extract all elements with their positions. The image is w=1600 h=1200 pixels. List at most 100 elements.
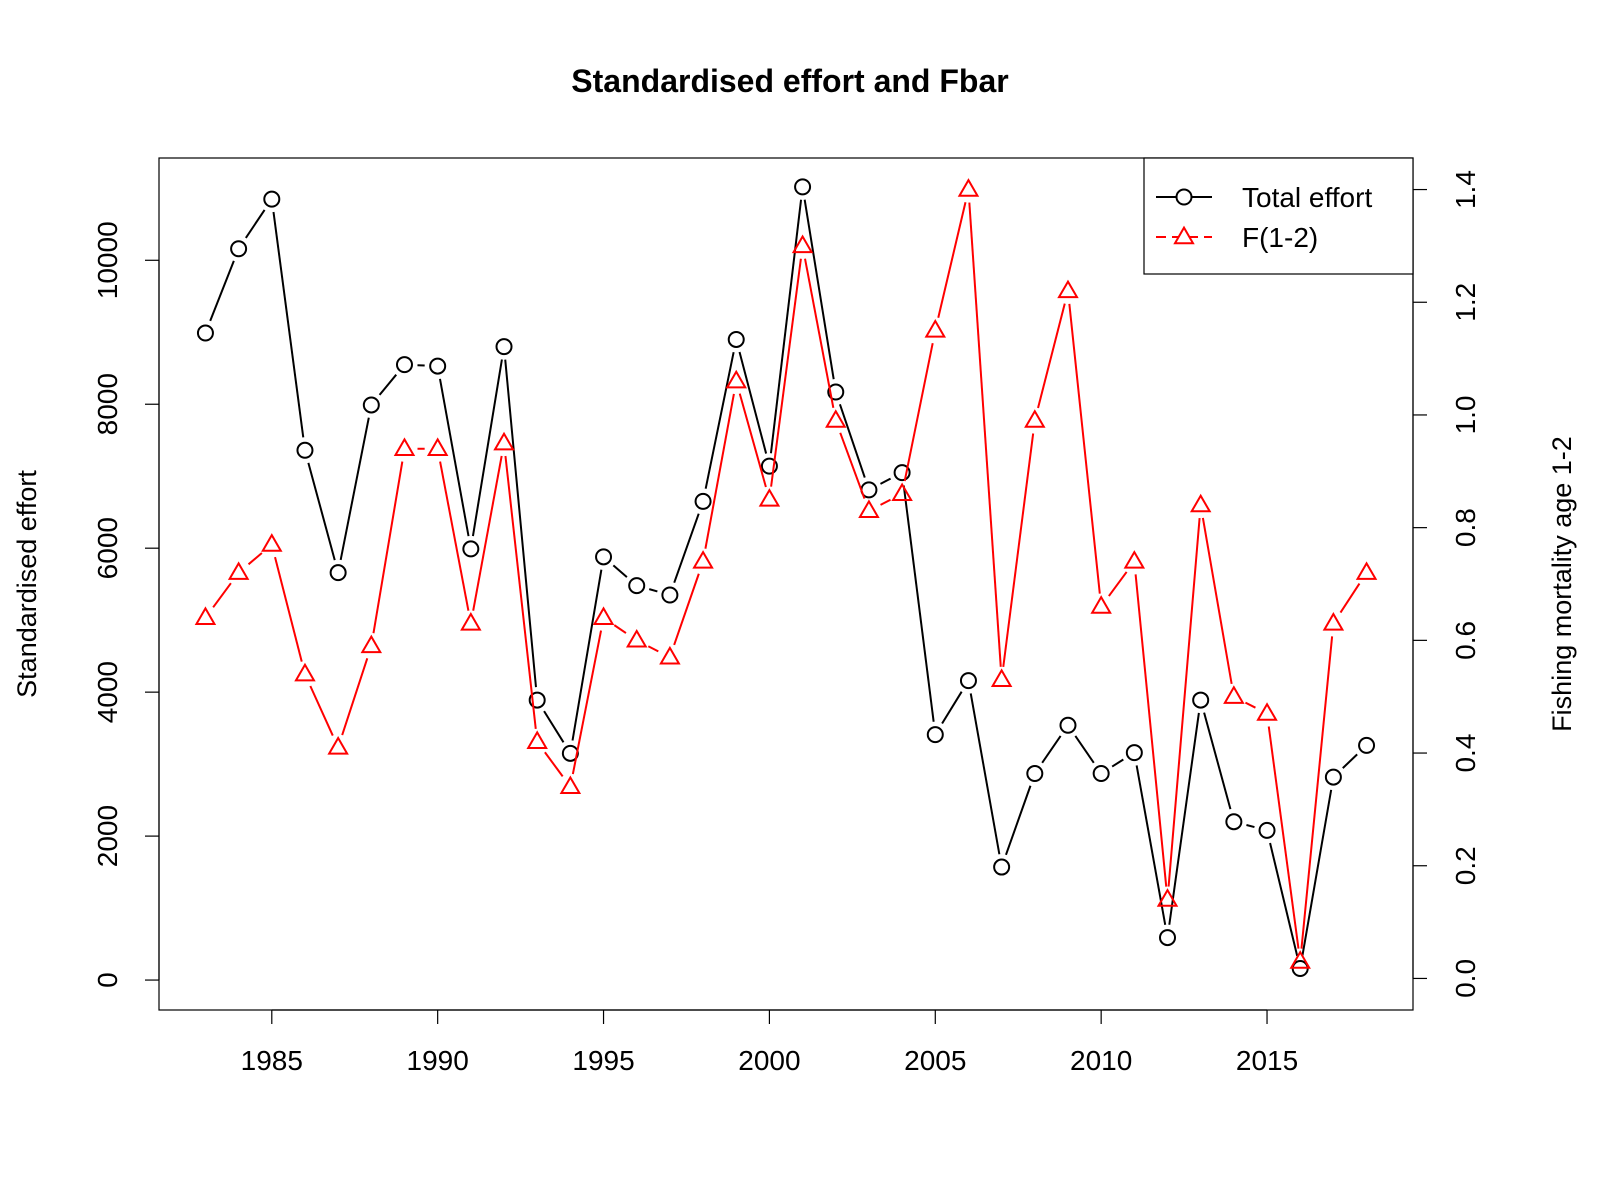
data-point [957,178,980,197]
series-line-segment [245,209,266,239]
data-point [1223,685,1245,704]
data-point [1024,409,1046,428]
series-line-segment [341,658,369,736]
data-point [360,634,383,654]
data-point [362,396,380,414]
data-point [296,441,314,459]
y-axis-left: 0 2000 4000 6000 8000 10000 [92,221,160,988]
series-line-segment [471,359,503,537]
data-point [625,628,648,648]
data-point [196,324,214,342]
data-point [891,482,913,502]
y2-tick-label: 0.2 [1450,846,1481,885]
data-point [993,858,1011,876]
series-total-effort [196,178,1376,978]
series-line-segment [339,417,370,561]
y-axis-right: 0.0 0.2 0.4 0.6 0.8 1.0 1.2 1.4 [1412,170,1481,998]
series-line-segment [571,630,603,775]
data-point [1322,612,1345,631]
data-point [1123,550,1146,569]
series-line-segment [272,211,305,438]
data-point [959,672,977,690]
y2-tick-label: 0.4 [1450,734,1481,773]
series-line-segment [738,393,767,488]
legend-box [1143,157,1414,275]
data-point [1189,493,1212,513]
data-point [1355,561,1378,580]
series-line-segment [937,201,967,319]
y-tick-label: 6000 [92,517,123,579]
series-line-segment [648,588,658,593]
y2-tick-label: 1.0 [1450,395,1481,434]
data-point [559,775,582,795]
data-point [1225,813,1243,831]
data-point [661,586,679,604]
y-tick-label: 4000 [92,661,123,723]
series-line-segment [543,710,565,743]
data-point [329,564,347,582]
series-line-segment [1111,758,1124,768]
series-line-segment [504,359,537,688]
data-point [263,190,281,208]
data-point [1026,764,1044,782]
series-line-segment [647,645,659,653]
series-line-segment [372,461,404,634]
series-line-segment [612,564,628,578]
x-tick-label: 2010 [1070,1045,1132,1076]
data-point [230,240,248,258]
series-line-segment [1041,735,1062,764]
data-point [858,499,880,518]
data-point [827,383,845,401]
y2-tick-label: 0.0 [1450,959,1481,998]
series-line-segment [247,552,263,566]
data-point [261,533,283,552]
series-line-segment [880,477,892,485]
series-line-segment [941,691,963,725]
chart-title: Standardised effort and Fbar [571,63,1008,99]
data-point [1125,744,1143,762]
series-line-segment [472,455,503,611]
x-tick-label: 2000 [738,1045,800,1076]
data-point [926,726,944,744]
data-point [924,319,947,338]
data-point [526,730,548,749]
data-point [1156,888,1179,907]
series-line-segment [307,462,336,561]
data-point [327,736,349,755]
series-line-segment [1300,636,1334,949]
series-line-segment [1203,712,1232,810]
legend-label: F(1-2) [1242,222,1318,253]
series-line-segment [439,461,470,611]
data-point [1159,929,1177,947]
series-line-segment [1201,517,1233,685]
data-point [595,548,613,566]
y2-tick-label: 0.8 [1450,508,1481,547]
series-line-segment [738,351,768,454]
data-point [227,561,250,580]
y2-axis-label: Fishing mortality age 1-2 [1547,436,1577,732]
data-point [990,668,1013,687]
y2-tick-label: 1.4 [1450,170,1481,209]
data-point [659,645,681,665]
data-point [758,488,781,507]
data-point [1289,950,1311,969]
data-point [429,357,447,375]
series-line-segment [880,498,891,506]
series-line-segment [1168,712,1200,925]
data-point [194,606,217,626]
series-line-segment [1005,785,1032,856]
series-line-segment [439,378,470,537]
series-line-segment [704,351,735,489]
data-point [893,464,911,482]
series-line-segment [1267,726,1300,949]
data-point [495,338,513,356]
series-line-segment [1108,571,1128,597]
data-point [393,437,416,456]
series-line-segment [571,569,603,741]
data-point [794,178,812,196]
series-line-segment [704,393,735,549]
data-point [825,409,847,428]
series-line-segment [673,573,700,646]
legend-label: Total effort [1242,182,1372,213]
